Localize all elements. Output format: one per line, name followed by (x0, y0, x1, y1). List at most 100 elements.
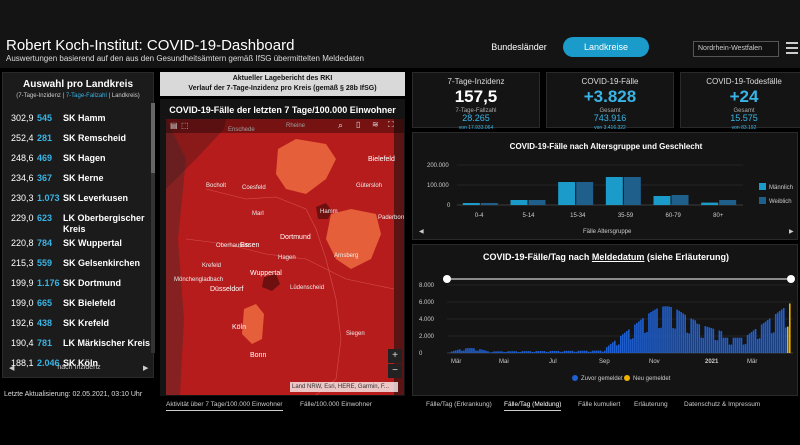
landkreis-row[interactable]: 215,3 559 SK Gelsenkirchen (3, 254, 151, 274)
zoom-in-button[interactable]: + (388, 349, 402, 363)
map[interactable]: Rheine Enschede Bielefeld Bocholt Coesfe… (166, 119, 404, 395)
row-cases: 784 (37, 238, 53, 248)
map-attribution: Land NRW, Esri, HERE, Garmin, F... (290, 382, 398, 392)
row-incidence: 188,1 (11, 358, 34, 368)
daily-bar (505, 352, 507, 353)
daily-bar (463, 350, 465, 353)
daily-bar (656, 308, 658, 353)
region-select[interactable]: Nordrhein-Westfalen (693, 41, 779, 57)
daily-bar (630, 339, 632, 353)
map-region-hamm[interactable] (316, 203, 332, 219)
daily-bar (567, 350, 570, 353)
sort-label[interactable]: nach Inzidenz (57, 364, 101, 371)
menu-icon[interactable] (786, 42, 798, 54)
age-bar-weiblich-80+[interactable] (719, 200, 737, 205)
age-bar-weiblich-15-34[interactable] (576, 182, 594, 205)
next-arrow-icon[interactable]: ▶ (143, 365, 149, 372)
legend-male[interactable]: Männlich (769, 185, 793, 191)
daily-bar (477, 350, 479, 353)
daily-bar (740, 337, 743, 353)
map-fullscreen-icon[interactable]: ⛶ (388, 120, 394, 129)
daily-bar (762, 323, 765, 353)
daily-bar (720, 331, 723, 353)
landkreis-row[interactable]: 230,3 1.073 SK Leverkusen (3, 189, 151, 209)
daily-bar (698, 324, 701, 353)
map-layers-icon[interactable]: ▤ (170, 121, 178, 130)
landkreis-row[interactable]: 192,6 438 SK Krefeld (3, 314, 151, 334)
chart-tab[interactable]: Datenschutz & Impressum (684, 401, 761, 408)
list-scrollbar-thumb[interactable] (151, 103, 155, 173)
landkreise-button[interactable]: Landkreise (563, 37, 649, 57)
daily-bar (589, 351, 592, 353)
chart-tab[interactable]: Fälle/Tag (Erkrankung) (426, 401, 492, 408)
daily-bar (533, 351, 536, 353)
prev-arrow-icon[interactable]: ◀ (9, 365, 15, 372)
age-bar-männlich-15-34[interactable] (558, 182, 576, 205)
landkreis-row[interactable]: 199,9 1.176 SK Dortmund (3, 274, 151, 294)
age-bar-männlich-80+[interactable] (701, 202, 719, 205)
row-incidence: 199,0 (11, 298, 34, 308)
tab-faelle-pro-100k[interactable]: Fälle/100.000 Einwohner (300, 401, 372, 408)
daily-bar (784, 327, 787, 353)
svg-text:Düsseldorf: Düsseldorf (210, 286, 244, 293)
row-incidence: 215,3 (11, 258, 34, 268)
age-bar-männlich-5-14[interactable] (510, 200, 528, 205)
age-bar-weiblich-5-14[interactable] (528, 200, 546, 205)
landkreis-row[interactable]: 234,6 367 SK Herne (3, 169, 151, 189)
daily-bar (714, 339, 717, 353)
daily-bar (628, 329, 630, 353)
daily-bar (744, 343, 747, 353)
map-bookmark-icon[interactable]: ▯ (356, 120, 361, 129)
daily-bar (704, 326, 707, 353)
lagebericht-link[interactable]: Aktueller Lagebericht des RKI Verlauf de… (160, 72, 405, 96)
daily-bar (782, 308, 785, 353)
range-handle-right[interactable] (787, 275, 795, 283)
daily-bar (579, 350, 582, 353)
age-bar-weiblich-60-79[interactable] (671, 195, 689, 205)
chart-tab[interactable]: Fälle/Tag (Meldung) (504, 399, 562, 411)
bundeslaender-button[interactable]: Bundesländer (491, 42, 547, 52)
daily-bar (748, 333, 751, 353)
chart-tab[interactable]: Fälle kumuliert (578, 401, 621, 408)
kpi-sub-value: 743.916 (593, 113, 627, 123)
map-region-orange-muenster[interactable] (276, 139, 336, 194)
daily-bar (632, 338, 634, 353)
svg-text:Hamm: Hamm (320, 209, 338, 215)
daily-bar (770, 333, 773, 353)
header (0, 0, 800, 68)
daily-bar (742, 344, 745, 353)
map-region-wuppertal-dark[interactable] (262, 274, 280, 291)
landkreis-row[interactable]: 248,6 469 SK Hagen (3, 149, 151, 169)
range-handle-left[interactable] (443, 275, 451, 283)
landkreis-row[interactable]: 302,9 545 SK Hamm (3, 109, 151, 129)
zoom-out-button[interactable]: − (388, 364, 402, 378)
list-scrollbar[interactable] (151, 103, 155, 353)
landkreis-row[interactable]: 252,4 281 SK Remscheid (3, 129, 151, 149)
landkreis-row[interactable]: 190,4 781 LK Märkischer Kreis (3, 334, 151, 354)
chart-tab[interactable]: Erläuterung (634, 401, 668, 408)
tab-aktivitaet[interactable]: Aktivität über 7 Tage/100.000 Einwohner (166, 399, 283, 411)
map-region-orange-soest[interactable] (326, 209, 381, 269)
map-region-orange-mettmann[interactable] (242, 304, 264, 344)
map-select-icon[interactable]: ⬚ (181, 121, 189, 130)
landkreis-row[interactable]: 229,0 623 LK Oberbergischer Kreis (3, 209, 151, 234)
age-bar-männlich-0-4[interactable] (462, 203, 480, 205)
landkreis-row[interactable]: 188,1 2.046 SK Köln (3, 354, 151, 374)
age-chart-panel: COVID-19-Fälle nach Altersgruppe und Ges… (412, 132, 798, 240)
age-bar-weiblich-35-59[interactable] (623, 177, 641, 205)
age-next-arrow-icon[interactable]: ▶ (789, 229, 794, 235)
legend-female[interactable]: Weiblich (769, 199, 792, 205)
landkreis-row[interactable]: 220,8 784 SK Wuppertal (3, 234, 151, 254)
age-prev-arrow-icon[interactable]: ◀ (419, 229, 424, 235)
age-bar-männlich-35-59[interactable] (605, 177, 623, 205)
daily-bar (646, 332, 648, 353)
legend-new[interactable]: Neu gemeldet (633, 376, 671, 382)
landkreis-row[interactable]: 199,0 665 SK Bielefeld (3, 294, 151, 314)
day-title-link[interactable]: Meldedatum (591, 252, 645, 262)
kpi-sub-note: von 17.933.064 (458, 125, 494, 131)
age-bar-männlich-60-79[interactable] (653, 196, 671, 205)
legend-prev[interactable]: Zuvor gemeldet (581, 376, 623, 382)
map-search-icon[interactable]: ⌕ (338, 120, 344, 130)
age-bar-weiblich-0-4[interactable] (480, 203, 498, 205)
map-layer-list-icon[interactable]: ≋ (372, 120, 379, 129)
